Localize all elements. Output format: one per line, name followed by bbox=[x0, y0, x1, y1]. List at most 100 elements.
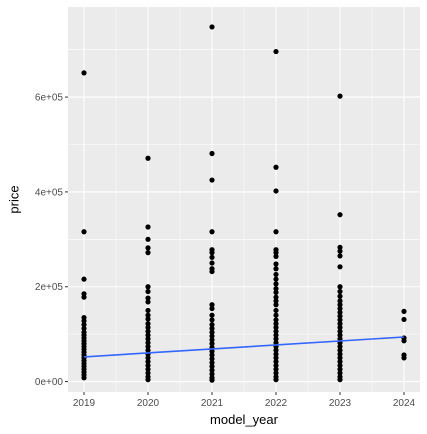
data-point bbox=[273, 366, 279, 372]
data-point bbox=[81, 318, 87, 324]
data-point bbox=[273, 332, 279, 338]
data-point bbox=[273, 253, 279, 259]
data-point bbox=[337, 309, 343, 315]
trend-line-group bbox=[83, 336, 405, 358]
data-point bbox=[145, 324, 151, 331]
data-point bbox=[273, 48, 279, 55]
x-tick-label: 2023 bbox=[329, 398, 352, 409]
data-point bbox=[273, 307, 279, 314]
data-point bbox=[209, 254, 215, 260]
data-point bbox=[273, 276, 279, 282]
data-point bbox=[209, 333, 215, 339]
data-point bbox=[145, 336, 151, 342]
data-point bbox=[337, 313, 343, 319]
data-point bbox=[273, 294, 279, 300]
data-point bbox=[81, 70, 87, 76]
data-point bbox=[337, 253, 343, 259]
data-point bbox=[145, 343, 151, 350]
data-point bbox=[209, 367, 215, 373]
data-point bbox=[209, 363, 215, 369]
data-point bbox=[273, 266, 279, 272]
data-point bbox=[145, 362, 151, 369]
data-point bbox=[145, 316, 151, 322]
data-point bbox=[273, 351, 279, 357]
data-point bbox=[145, 284, 151, 290]
data-point bbox=[81, 375, 87, 381]
data-point bbox=[209, 305, 215, 312]
data-point bbox=[209, 356, 215, 362]
data-point bbox=[337, 351, 343, 357]
data-point bbox=[273, 328, 279, 334]
data-point bbox=[273, 289, 279, 296]
data-point bbox=[145, 332, 151, 338]
data-point bbox=[273, 336, 279, 342]
data-point bbox=[337, 377, 343, 383]
trend-line bbox=[83, 336, 405, 358]
data-point bbox=[209, 341, 215, 347]
data-point bbox=[81, 325, 87, 332]
data-point bbox=[209, 177, 215, 183]
data-point bbox=[145, 155, 151, 161]
data-point bbox=[145, 359, 151, 365]
data-point bbox=[209, 302, 215, 308]
data-point bbox=[81, 294, 87, 300]
y-tick-label: 6e+05 bbox=[35, 93, 64, 104]
data-point bbox=[401, 308, 407, 314]
data-point bbox=[337, 355, 343, 361]
data-point bbox=[273, 302, 279, 308]
data-point bbox=[337, 93, 343, 99]
y-tick-label: 2e+05 bbox=[35, 282, 64, 293]
data-point bbox=[145, 299, 151, 305]
data-point bbox=[209, 371, 215, 377]
data-point bbox=[337, 244, 343, 250]
x-tick-label: 2022 bbox=[265, 398, 288, 409]
data-point bbox=[273, 188, 279, 194]
x-tick-label: 2019 bbox=[73, 398, 96, 409]
data-point bbox=[209, 250, 215, 256]
data-point bbox=[145, 340, 151, 346]
x-axis-title: model_year bbox=[210, 412, 279, 427]
data-point bbox=[209, 325, 215, 332]
x-tick-label: 2021 bbox=[201, 398, 224, 409]
data-point bbox=[145, 245, 151, 251]
data-point bbox=[337, 366, 343, 372]
data-point bbox=[145, 295, 151, 301]
data-point bbox=[337, 288, 343, 295]
data-point bbox=[337, 362, 343, 369]
data-point bbox=[273, 271, 279, 278]
data-point bbox=[273, 317, 279, 323]
data-point bbox=[273, 377, 279, 383]
data-point bbox=[209, 377, 215, 383]
data-point bbox=[337, 248, 343, 254]
data-point bbox=[145, 370, 151, 376]
data-point bbox=[273, 355, 279, 361]
data-point bbox=[145, 377, 151, 383]
data-point bbox=[337, 212, 343, 218]
data-point bbox=[145, 236, 151, 242]
data-point bbox=[401, 338, 407, 344]
x-tick-label: 2024 bbox=[393, 398, 416, 409]
data-point bbox=[337, 347, 343, 353]
data-point bbox=[337, 359, 343, 365]
data-point bbox=[273, 281, 279, 287]
data-point bbox=[273, 362, 279, 369]
data-point bbox=[145, 328, 151, 334]
data-point bbox=[273, 312, 279, 318]
data-point bbox=[337, 332, 343, 338]
y-tick-label: 0e+00 bbox=[35, 377, 64, 388]
data-point bbox=[401, 316, 407, 323]
data-points bbox=[81, 24, 407, 383]
data-point bbox=[145, 355, 151, 361]
data-point bbox=[337, 293, 343, 299]
x-tick-label: 2020 bbox=[137, 398, 160, 409]
data-point bbox=[81, 276, 87, 282]
data-point bbox=[273, 321, 279, 327]
data-point bbox=[273, 370, 279, 376]
data-point bbox=[209, 360, 215, 366]
data-point bbox=[401, 355, 407, 361]
data-point bbox=[273, 359, 279, 365]
data-point bbox=[273, 164, 279, 170]
data-point bbox=[337, 302, 343, 308]
data-point bbox=[337, 328, 343, 334]
